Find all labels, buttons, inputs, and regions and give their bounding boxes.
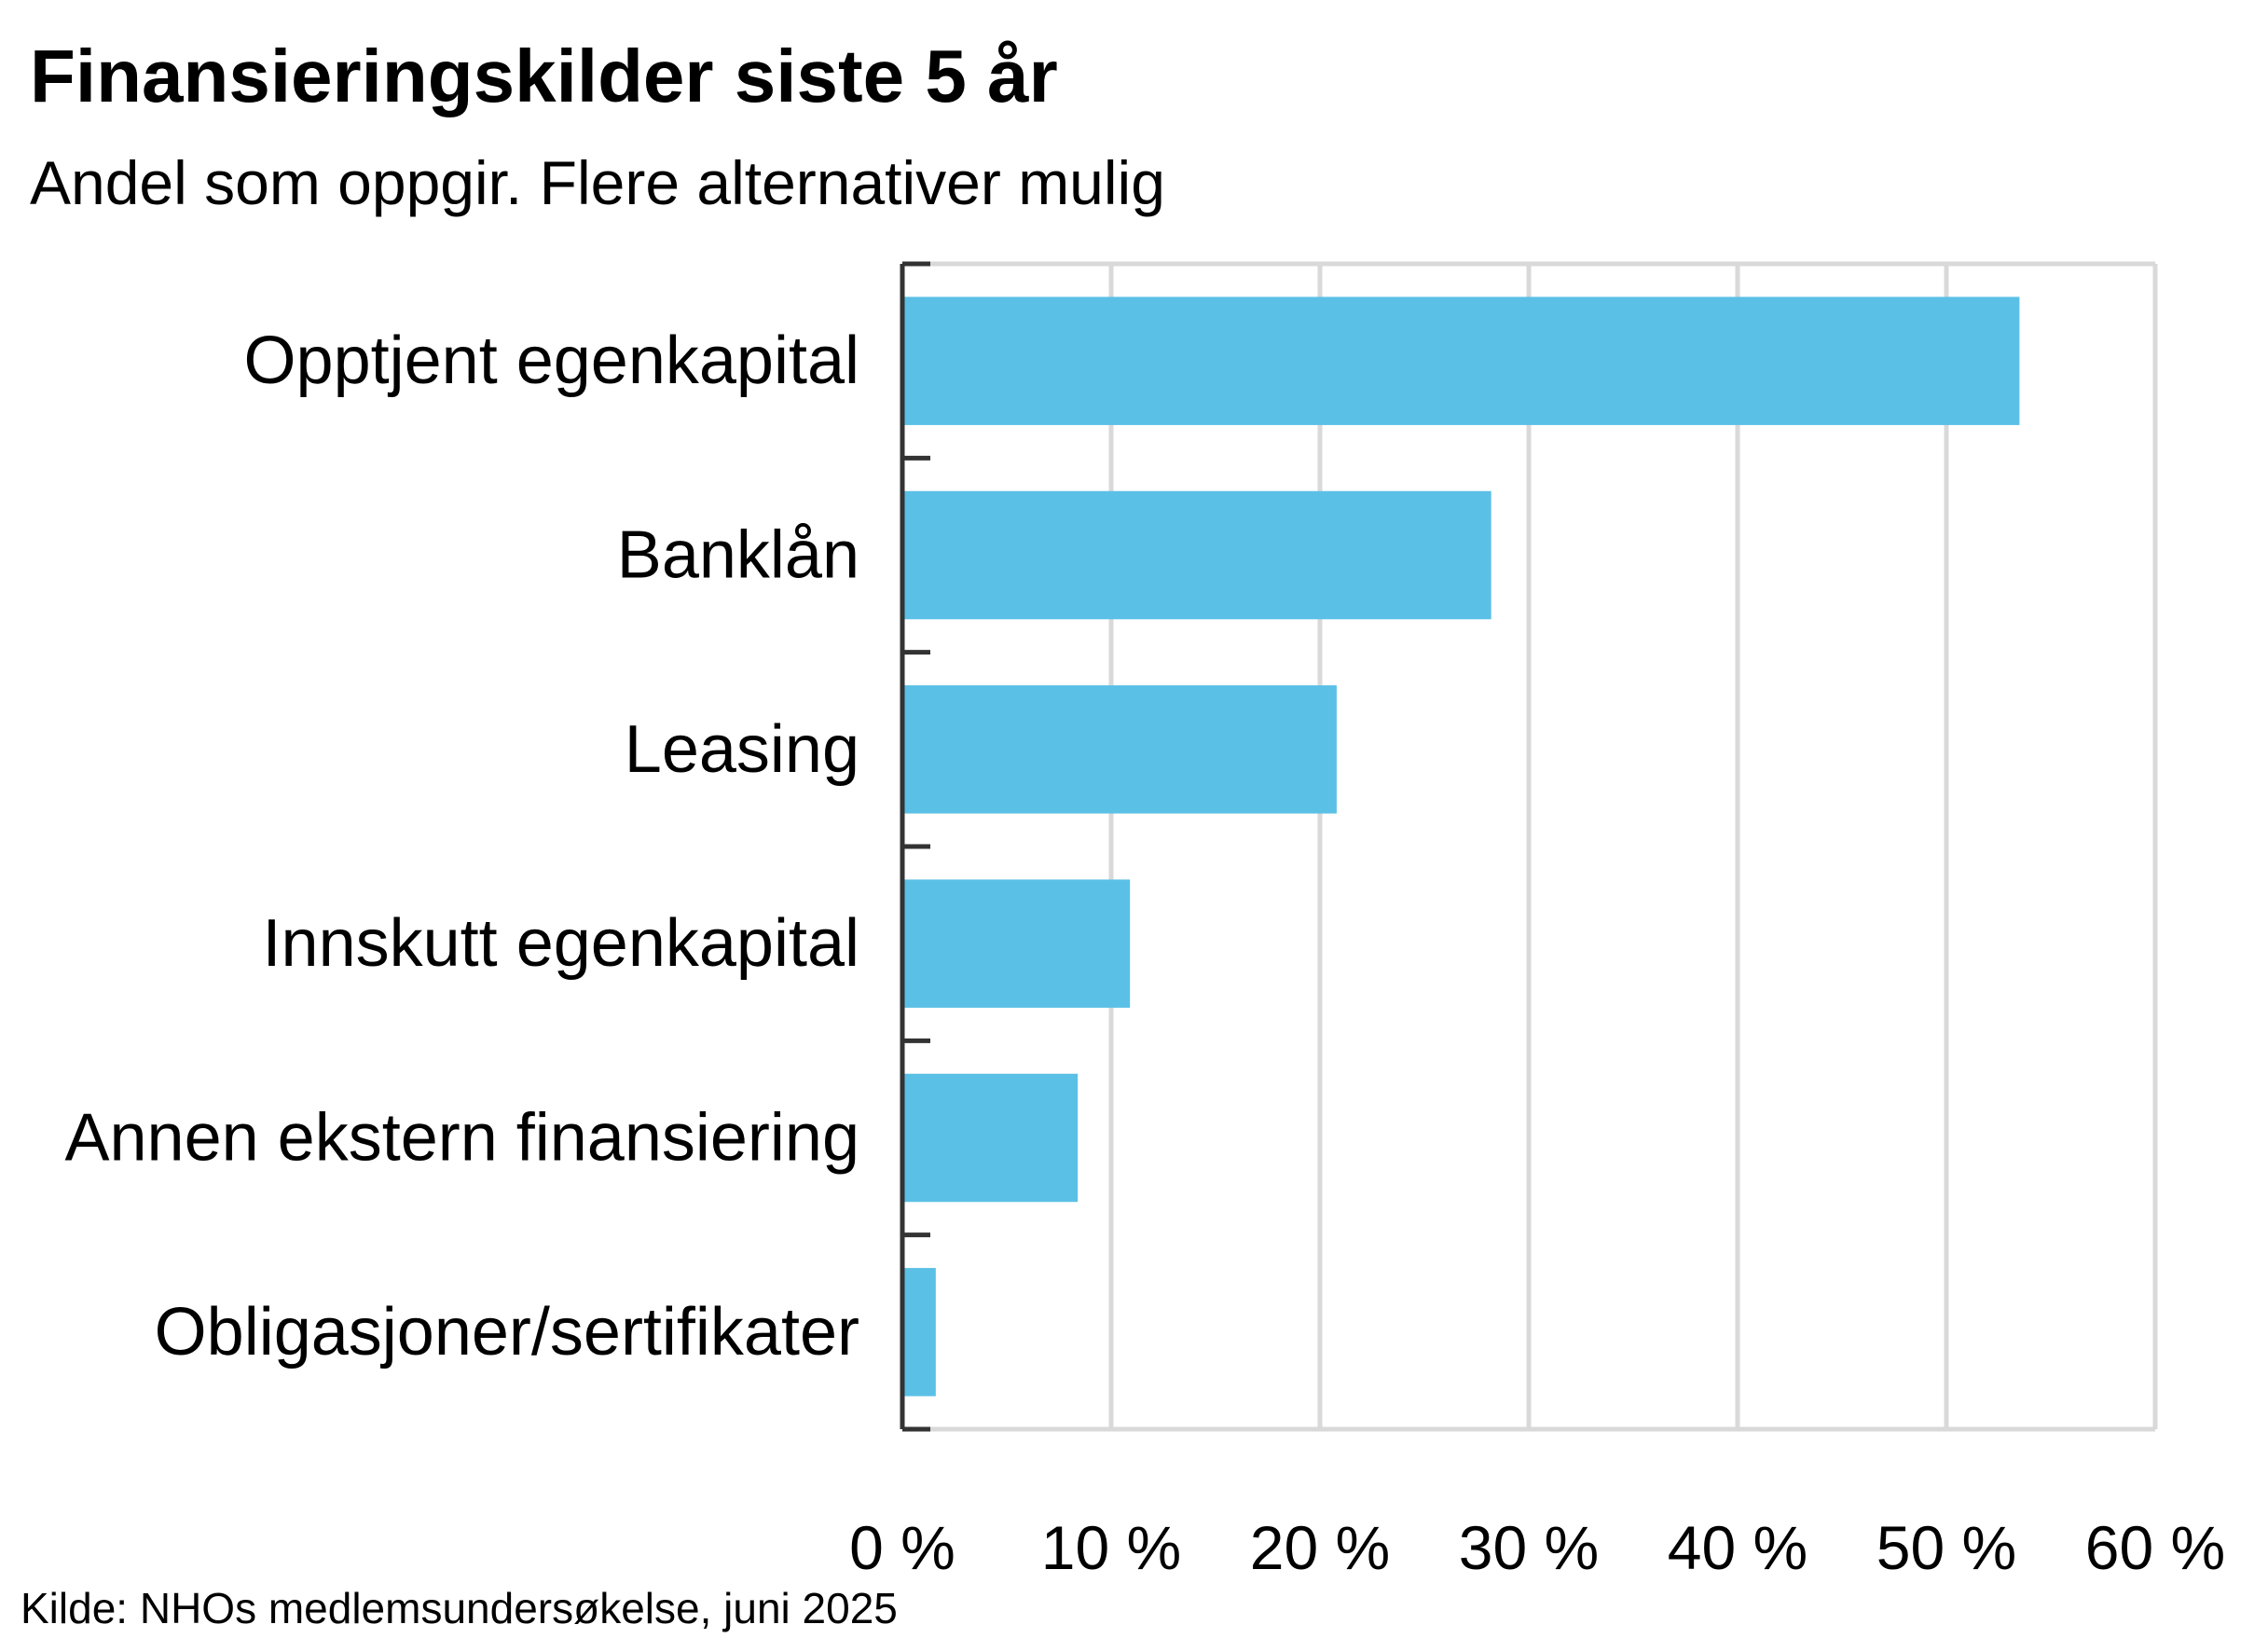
category-label: Leasing	[625, 712, 859, 787]
x-tick-label: 50 %	[1876, 1513, 2016, 1582]
bar-4	[902, 879, 1131, 1008]
category-label: Obligasjoner/sertifikater	[155, 1295, 859, 1370]
x-tick-label: 0 %	[849, 1513, 955, 1582]
x-tick-labels: 0 % 10 % 20 % 30 % 40 % 50 % 60 %	[849, 1513, 2225, 1582]
category-label: Banklån	[617, 518, 859, 593]
chart-subtitle: Andel som oppgir. Flere alternativer mul…	[30, 148, 1165, 217]
chart-title: Finansieringskilder siste 5 år	[30, 34, 1058, 117]
bar-6	[902, 1268, 936, 1397]
x-tick-label: 40 %	[1668, 1513, 1808, 1582]
x-tick-label: 60 %	[2085, 1513, 2225, 1582]
x-tick-label: 20 %	[1250, 1513, 1390, 1582]
category-label: Annen ekstern finansiering	[64, 1101, 859, 1176]
bars	[902, 296, 2020, 1397]
y-axis	[900, 261, 930, 1432]
bar-3	[902, 685, 1337, 814]
category-label: Opptjent egenkapital	[244, 324, 859, 398]
gridlines	[902, 261, 2158, 1432]
x-tick-label: 30 %	[1459, 1513, 1599, 1582]
source-note: Kilde: NHOs medlemsundersøkelse, juni 20…	[21, 1584, 898, 1632]
x-tick-label: 10 %	[1041, 1513, 1181, 1582]
bar-5	[902, 1073, 1079, 1203]
bar-1	[902, 296, 2020, 425]
category-labels: Opptjent egenkapital Banklån Leasing Innsku…	[64, 324, 859, 1370]
bar-2	[902, 490, 1491, 620]
category-label: Innskutt egenkapital	[263, 906, 859, 981]
